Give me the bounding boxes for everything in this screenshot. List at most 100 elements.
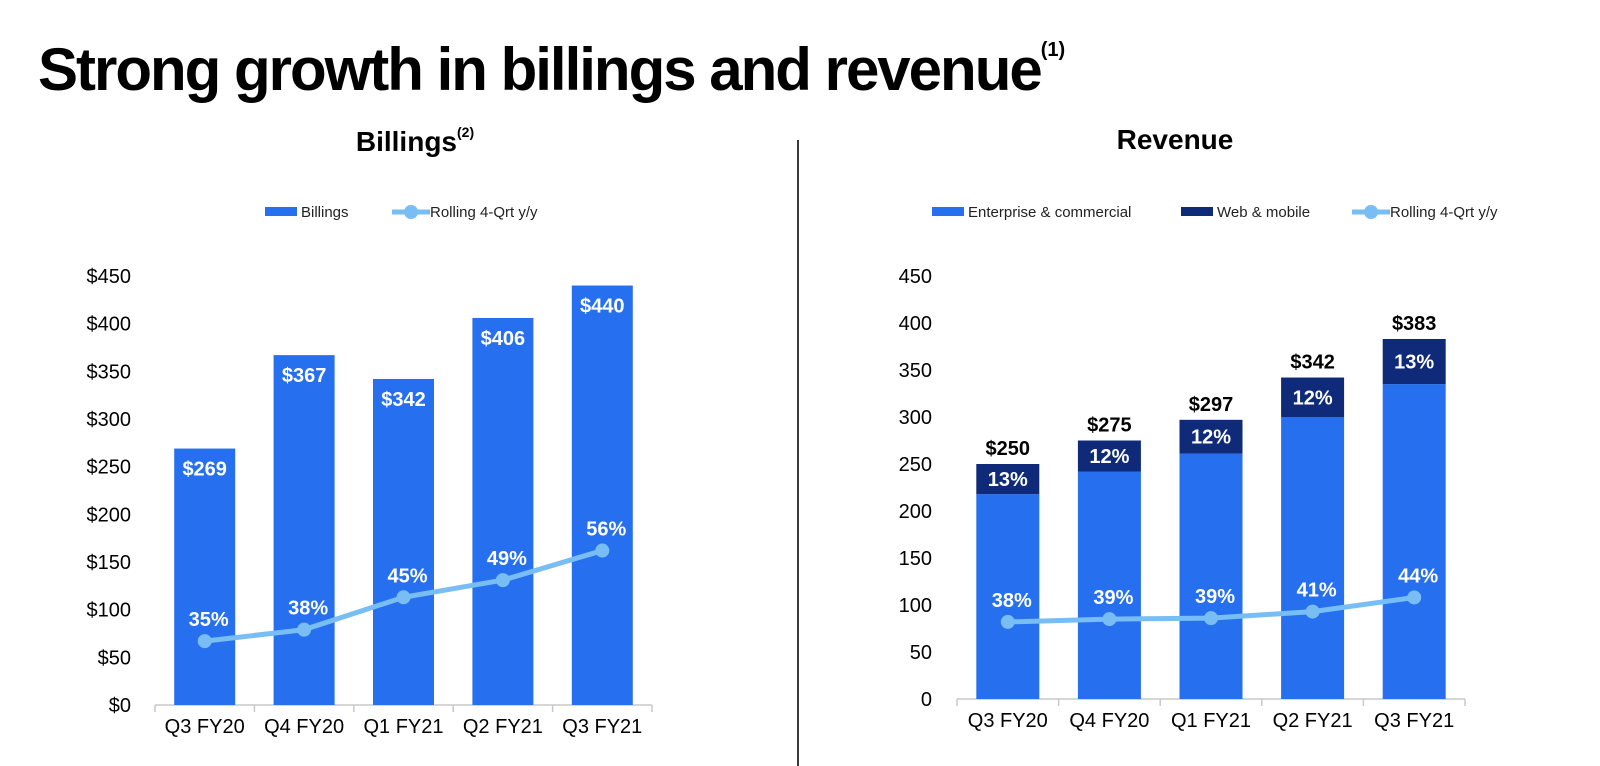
revenue-enterprise-bar xyxy=(1382,384,1446,699)
chart-divider xyxy=(797,140,799,766)
page-title: Strong growth in billings and revenue(1) xyxy=(38,14,1065,106)
billings-chart-title: Billings(2) xyxy=(280,124,550,158)
revenue-total-label: $383 xyxy=(1392,313,1437,335)
billings-bar xyxy=(373,378,434,705)
legend-label-1: Web & mobile xyxy=(1217,204,1310,221)
billings-ytick-label: $450 xyxy=(87,266,132,288)
page-title-text: Strong growth in billings and revenue xyxy=(38,36,1043,103)
revenue-web-mobile-label: 13% xyxy=(1394,352,1434,374)
legend-swatch-1 xyxy=(1181,207,1213,216)
billings-yoy-label: 45% xyxy=(387,565,427,587)
revenue-yoy-label: 44% xyxy=(1398,565,1438,587)
revenue-web-mobile-label: 12% xyxy=(1293,387,1333,409)
billings-title-text: Billings xyxy=(355,126,457,157)
billings-bar-label: $440 xyxy=(580,296,625,318)
billings-xtick-label: Q3 FY21 xyxy=(562,716,642,738)
revenue-ytick-label: 200 xyxy=(899,501,932,523)
legend-marker-2 xyxy=(1364,205,1378,219)
revenue-web-mobile-bar xyxy=(976,464,1040,495)
legend-label-0: Billings xyxy=(301,204,349,221)
revenue-ytick-label: 450 xyxy=(899,266,932,288)
revenue-xtick-label: Q4 FY20 xyxy=(1069,710,1149,732)
billings-yoy-label: 56% xyxy=(586,519,626,541)
billings-bar xyxy=(571,285,633,705)
billings-yoy-label: 35% xyxy=(189,609,229,631)
revenue-web-mobile-bar xyxy=(1382,338,1446,385)
revenue-total-label: $297 xyxy=(1189,394,1234,416)
revenue-ytick-label: 150 xyxy=(899,548,932,570)
billings-yoy-label: 38% xyxy=(288,598,328,620)
revenue-yoy-point xyxy=(1204,611,1218,626)
billings-ytick-label: $150 xyxy=(87,552,132,574)
revenue-total-label: $342 xyxy=(1290,352,1335,374)
revenue-ytick-label: 250 xyxy=(899,454,932,476)
billings-bar-label: $269 xyxy=(182,459,227,481)
revenue-xtick-label: Q3 FY20 xyxy=(968,710,1048,732)
billings-xtick-label: Q3 FY20 xyxy=(165,716,245,738)
billings-bar-label: $406 xyxy=(481,328,526,350)
legend-marker-1 xyxy=(404,205,418,219)
billings-ytick-label: $400 xyxy=(87,314,132,336)
revenue-total-label: $250 xyxy=(986,438,1031,460)
revenue-yoy-label: 39% xyxy=(1093,587,1133,609)
revenue-yoy-point xyxy=(1305,604,1320,619)
billings-ytick-label: $100 xyxy=(87,600,132,622)
revenue-ytick-label: 300 xyxy=(899,407,932,429)
legend-swatch-0 xyxy=(265,207,297,216)
legend-label-1: Rolling 4-Qrt y/y xyxy=(430,204,538,221)
revenue-xtick-label: Q1 FY21 xyxy=(1171,710,1251,732)
revenue-xtick-label: Q3 FY21 xyxy=(1374,710,1454,732)
revenue-ytick-label: 50 xyxy=(910,642,932,664)
billings-bar-label: $342 xyxy=(381,389,426,411)
billings-bar-label: $367 xyxy=(282,365,327,387)
revenue-web-mobile-bar xyxy=(1281,377,1345,417)
billings-ytick-label: $200 xyxy=(87,504,132,526)
revenue-total-label: $275 xyxy=(1087,415,1132,437)
revenue-enterprise-bar xyxy=(976,494,1040,699)
legend-label-2: Rolling 4-Qrt y/y xyxy=(1390,204,1498,221)
revenue-web-mobile-bar xyxy=(1179,419,1243,454)
revenue-enterprise-bar xyxy=(1077,471,1141,699)
billings-xtick-label: Q2 FY21 xyxy=(463,716,543,738)
revenue-yoy-label: 38% xyxy=(992,590,1032,612)
revenue-ytick-label: 350 xyxy=(899,360,932,382)
revenue-web-mobile-label: 12% xyxy=(1191,427,1231,449)
revenue-ytick-label: 400 xyxy=(899,313,932,335)
billings-ytick-label: $0 xyxy=(109,695,131,717)
revenue-title-text: Revenue xyxy=(1116,124,1234,155)
revenue-xtick-label: Q2 FY21 xyxy=(1273,710,1353,732)
page-title-footnote: (1) xyxy=(1040,39,1066,61)
revenue-ytick-label: 100 xyxy=(899,595,932,617)
billings-ytick-label: $350 xyxy=(87,361,132,383)
billings-yoy-point xyxy=(595,543,610,558)
revenue-web-mobile-bar xyxy=(1077,440,1141,472)
revenue-yoy-point xyxy=(1407,590,1422,605)
billings-bar xyxy=(273,355,335,705)
billings-yoy-point xyxy=(396,590,411,605)
billings-bar xyxy=(472,317,534,705)
billings-bar xyxy=(174,448,236,705)
revenue-web-mobile-label: 12% xyxy=(1089,446,1129,468)
billings-ytick-label: $50 xyxy=(98,647,131,669)
revenue-yoy-point xyxy=(1102,612,1117,627)
billings-yoy-point xyxy=(297,622,312,637)
revenue-ytick-label: 0 xyxy=(921,689,932,711)
revenue-yoy-label: 41% xyxy=(1297,580,1337,602)
billings-ytick-label: $300 xyxy=(87,409,132,431)
billings-yoy-label: 49% xyxy=(487,548,527,570)
revenue-yoy-label: 39% xyxy=(1195,586,1235,608)
billings-yoy-point xyxy=(495,573,510,588)
legend-swatch-0 xyxy=(932,207,964,216)
billings-chart: Billings Rolling 4-Qrt y/y $0 $50 $100 $150 $2… xyxy=(87,204,653,738)
billings-xtick-label: Q1 FY21 xyxy=(363,716,443,738)
revenue-chart-title: Revenue xyxy=(1040,124,1310,156)
revenue-enterprise-bar xyxy=(1281,417,1345,699)
legend-label-0: Enterprise & commercial xyxy=(968,204,1131,221)
revenue-enterprise-bar xyxy=(1179,453,1243,699)
billings-yoy-point xyxy=(197,634,212,649)
billings-title-footnote: (2) xyxy=(457,124,475,140)
revenue-yoy-point xyxy=(1000,614,1015,629)
billings-ytick-label: $250 xyxy=(87,457,132,479)
revenue-web-mobile-label: 13% xyxy=(988,469,1028,491)
